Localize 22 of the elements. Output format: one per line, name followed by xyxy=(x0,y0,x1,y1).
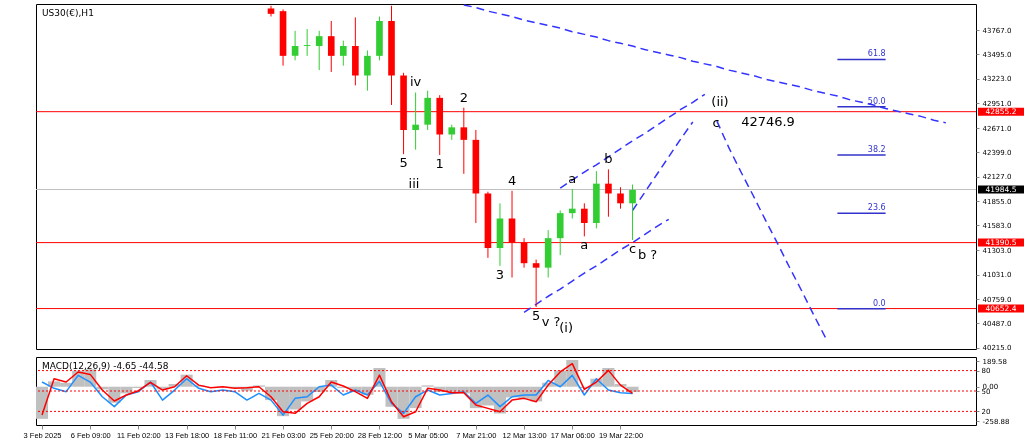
series-label: 0.0 xyxy=(872,298,886,308)
annotation: 42746.9 xyxy=(741,114,795,129)
annotation: 5 xyxy=(399,155,408,171)
annotation: iv xyxy=(409,74,422,90)
annotation: c xyxy=(628,240,637,256)
series-label: 23.6 xyxy=(867,203,886,213)
chart-title: US30(€),H1 xyxy=(42,8,94,18)
annotation: 1 xyxy=(435,156,444,172)
annotation: 4 xyxy=(507,172,517,188)
annotation: b ? xyxy=(637,246,658,262)
annotation: 3 xyxy=(495,266,505,282)
annotation: (ii) xyxy=(711,94,729,109)
annotation: v ? xyxy=(541,313,561,329)
annotation: (i) xyxy=(559,319,574,335)
series-label: 61.8 xyxy=(867,49,886,59)
annotation: iii xyxy=(408,176,420,191)
annotation: 2 xyxy=(459,89,468,105)
series-label: 50.0 xyxy=(867,96,886,106)
annotation: 5 xyxy=(531,307,541,323)
annotation: c xyxy=(712,115,720,130)
series-label: 38.2 xyxy=(867,145,886,155)
chart-title: MACD(12,26,9) -4.65 -44.58 xyxy=(42,361,169,371)
